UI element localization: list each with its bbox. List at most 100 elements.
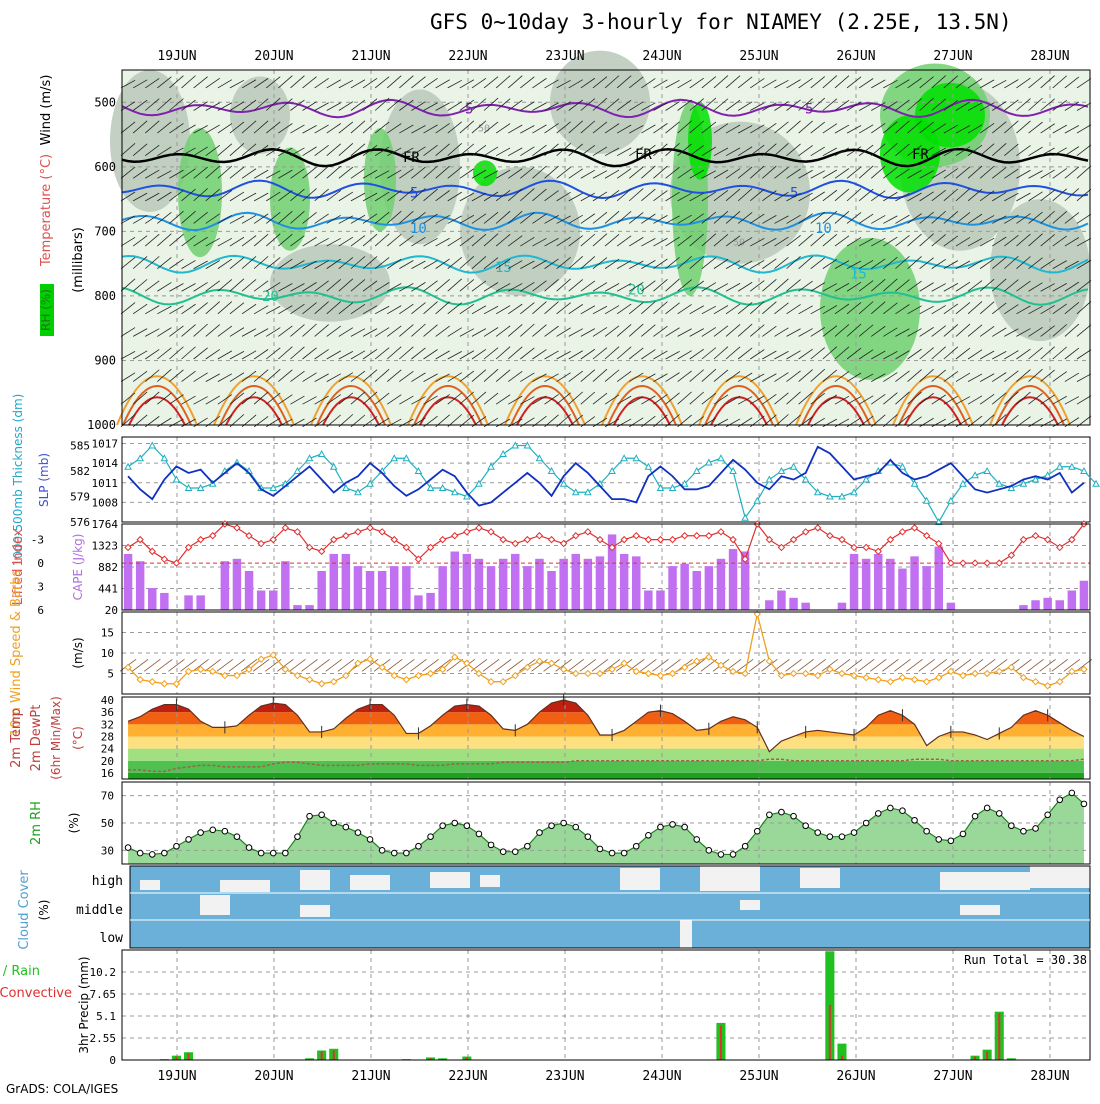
rh-point [742, 843, 748, 849]
lifted-index-point [682, 533, 688, 539]
rh-point [561, 820, 567, 826]
slp-axis-label: SLP (mb) [37, 453, 51, 507]
wind-barb-10m [217, 659, 233, 671]
rh-point [488, 842, 494, 848]
temp-tick-label: 20 [101, 755, 114, 768]
bottom-day-label: 22JUN [448, 1069, 487, 1084]
run-total-label: Run Total = 30.38 [964, 953, 1087, 967]
lifted-index-point [452, 533, 458, 539]
cape-bar [511, 554, 519, 610]
wind-barb-10m [1015, 659, 1031, 671]
rh-shading [915, 83, 985, 148]
rh-point [525, 843, 531, 849]
cape-bar [257, 590, 265, 610]
rh-point [609, 850, 615, 856]
rh-point [851, 830, 857, 836]
wind-barb-10m [483, 659, 499, 671]
wind-barb-10m [652, 659, 668, 671]
wind-barb-10m [919, 659, 935, 671]
temp-band [122, 761, 1090, 773]
wind-barb-10m [168, 659, 184, 671]
wind-barb-10m [834, 659, 850, 671]
rh-shading [688, 102, 712, 179]
top-day-label: 28JUN [1030, 49, 1069, 64]
precip-tick-label: 5.1 [96, 1010, 116, 1023]
cloud-clear-block [800, 868, 840, 888]
thickness-point [173, 477, 179, 483]
rh-point [428, 834, 434, 840]
wind-barb-10m [314, 659, 330, 671]
cape-bar [644, 590, 652, 610]
rh-tick-label: 30 [101, 844, 114, 857]
wind-barb-10m [156, 659, 172, 671]
cape-bar [233, 559, 241, 610]
cape-bar [1068, 590, 1076, 610]
wind-speed-line [128, 614, 1084, 686]
cape-bar [680, 564, 688, 610]
bottom-day-label: 19JUN [157, 1069, 196, 1084]
rh-point [1033, 826, 1039, 832]
wind-barb-10m [907, 659, 923, 671]
wind-barb-10m [967, 659, 983, 671]
cape-bar [765, 600, 773, 610]
cape-bar [305, 605, 313, 610]
rh-point [900, 808, 906, 814]
rh-point [198, 830, 204, 836]
temp-axis-label-2: 2m DewPt [29, 705, 44, 772]
wind-barb-10m [1028, 659, 1044, 671]
lifted-index-point [621, 537, 627, 543]
lifted-index-point [657, 537, 663, 543]
wind-speed-point [839, 671, 845, 677]
rh-point [500, 849, 506, 855]
thickness-tick-label: 585 [70, 440, 90, 453]
thickness-point [984, 468, 990, 474]
cape-bar [584, 559, 592, 610]
lifted-index-point [1033, 533, 1039, 539]
rh-point [331, 820, 337, 826]
wind-speed-point [331, 679, 337, 685]
slp-line [128, 447, 1084, 506]
contour-label: 20 [262, 289, 279, 305]
cape-bar [1019, 605, 1027, 610]
wind-barb-10m [749, 659, 765, 671]
li-tick-label: 3 [37, 581, 44, 594]
wind-speed-point [936, 675, 942, 681]
cape-bar [838, 603, 846, 610]
temp-tick-label: 40 [101, 694, 114, 707]
wind-speed-point [791, 671, 797, 677]
cloud-clear-block [960, 905, 1000, 915]
rh-point [137, 850, 143, 856]
temp-band [122, 749, 1090, 761]
cape-bar [402, 566, 410, 610]
wind-speed-point [803, 671, 809, 677]
cape-bar [463, 554, 471, 610]
wind-barb-10m [592, 659, 608, 671]
rh-point [440, 823, 446, 829]
lifted-index-point [803, 529, 809, 535]
rh-point [1021, 828, 1027, 834]
wind-barb-10m [132, 659, 148, 671]
rh-point [912, 817, 918, 823]
cloud-clear-block [350, 875, 390, 890]
wind-barb-10m [326, 659, 342, 671]
rh-point [174, 843, 180, 849]
wind-barb-10m [410, 659, 426, 671]
rh-point [537, 830, 543, 836]
li-tick-label: 6 [37, 604, 44, 617]
rh-point [246, 845, 252, 851]
rh-point [791, 813, 797, 819]
cape-bar [378, 571, 386, 610]
cape-bar [523, 566, 531, 610]
temp-band [122, 773, 1090, 779]
lifted-index-point [718, 529, 724, 535]
cape-bar [414, 595, 422, 610]
rh-point [1081, 801, 1087, 807]
wind-barb-10m [640, 659, 656, 671]
wind-barb-10m [144, 659, 160, 671]
cloud-clear-block [300, 870, 330, 890]
cape-bar [390, 566, 398, 610]
cape-bar [559, 559, 567, 610]
rh-point [270, 850, 276, 856]
precip-convective-bar [333, 1051, 335, 1060]
